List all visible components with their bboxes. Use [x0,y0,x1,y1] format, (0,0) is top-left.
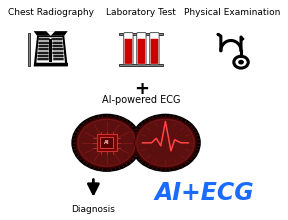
Circle shape [72,114,141,171]
Polygon shape [37,38,49,61]
Circle shape [135,118,196,168]
Circle shape [217,33,220,36]
Text: Laboratory Test: Laboratory Test [107,8,176,17]
FancyBboxPatch shape [125,39,132,64]
FancyBboxPatch shape [137,33,146,65]
Polygon shape [34,63,68,66]
FancyBboxPatch shape [96,134,117,151]
FancyBboxPatch shape [138,39,145,64]
Text: AI-powered ECG: AI-powered ECG [102,95,181,105]
FancyBboxPatch shape [150,33,159,65]
Circle shape [76,118,137,168]
Text: AI: AI [104,140,109,145]
FancyBboxPatch shape [28,33,30,66]
FancyBboxPatch shape [120,64,163,66]
FancyBboxPatch shape [124,33,133,65]
FancyBboxPatch shape [120,33,163,35]
Text: +: + [134,80,149,98]
Circle shape [241,38,245,40]
Text: Physical Examination: Physical Examination [184,8,280,17]
Text: Chest Radiography: Chest Radiography [8,8,94,17]
Polygon shape [46,31,55,36]
Text: Diagnosis: Diagnosis [71,205,115,214]
Polygon shape [34,36,68,66]
Circle shape [131,114,200,171]
Polygon shape [52,38,64,61]
Text: AI+ECG: AI+ECG [154,181,254,205]
FancyBboxPatch shape [49,39,52,62]
FancyBboxPatch shape [100,138,113,148]
Polygon shape [34,31,68,36]
Circle shape [238,60,244,64]
Polygon shape [36,37,65,63]
FancyBboxPatch shape [151,39,158,64]
